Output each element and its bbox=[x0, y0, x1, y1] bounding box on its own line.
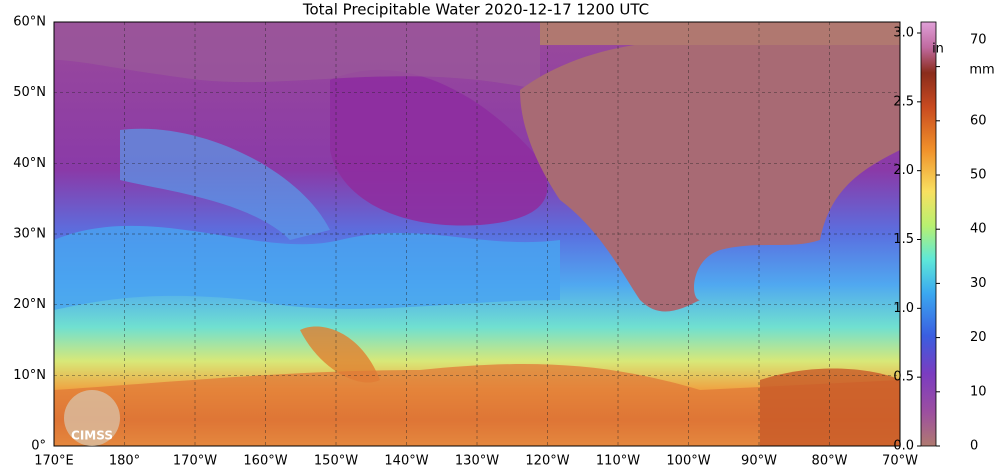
lat-label: 60°N bbox=[13, 15, 46, 30]
colorbar-mm-label: 70 bbox=[970, 33, 987, 48]
grid bbox=[54, 22, 900, 446]
colorbar-in-label: 1.5 bbox=[893, 232, 914, 247]
lon-label: 180° bbox=[109, 454, 140, 469]
colorbar-in-label: 3.0 bbox=[893, 26, 914, 41]
lon-label: 110°W bbox=[596, 454, 640, 469]
logo: CIMSS bbox=[64, 390, 120, 446]
colorbar-mm-label: 40 bbox=[970, 222, 987, 237]
lon-label: 150°W bbox=[314, 454, 358, 469]
colorbar-mm-label: 0 bbox=[970, 439, 978, 454]
colorbar-in-label: 2.0 bbox=[893, 163, 914, 178]
title: Total Precipitable Water 2020-12-17 1200… bbox=[302, 1, 649, 19]
lon-label: 130°W bbox=[455, 454, 499, 469]
lat-label: 40°N bbox=[13, 156, 46, 171]
colorbar-mm-label: 30 bbox=[970, 276, 987, 291]
colorbar bbox=[920, 21, 937, 447]
map-frame bbox=[53, 21, 901, 447]
lon-label: 90°W bbox=[741, 454, 777, 469]
lat-label: 10°N bbox=[13, 368, 46, 383]
lon-label: 80°W bbox=[812, 454, 848, 469]
colorbar-mm-label: 50 bbox=[970, 168, 987, 183]
colorbar-in-label: 0.0 bbox=[893, 439, 914, 454]
lon-label: 140°W bbox=[384, 454, 428, 469]
lat-label: 20°N bbox=[13, 297, 46, 312]
colorbar-mm-unit: mm bbox=[969, 63, 994, 78]
colorbar-in-unit: in bbox=[932, 42, 944, 57]
colorbar-mm-label: 10 bbox=[970, 384, 987, 399]
colorbar-mm-label: 60 bbox=[970, 113, 987, 128]
lat-label: 0° bbox=[31, 439, 46, 454]
map bbox=[54, 22, 900, 446]
lon-label: 170°E bbox=[34, 454, 74, 469]
colorbar-in-label: 0.5 bbox=[893, 370, 914, 385]
lon-label: 70°W bbox=[882, 454, 918, 469]
lat-label: 30°N bbox=[13, 227, 46, 242]
colorbar-mm-label: 20 bbox=[970, 330, 987, 345]
lon-label: 100°W bbox=[666, 454, 710, 469]
colorbar-in-label: 1.0 bbox=[893, 301, 914, 316]
lon-label: 160°W bbox=[243, 454, 287, 469]
lon-label: 170°W bbox=[173, 454, 217, 469]
colorbar-in-label: 2.5 bbox=[893, 94, 914, 109]
logo-text: CIMSS bbox=[71, 429, 113, 443]
lon-label: 120°W bbox=[525, 454, 569, 469]
lat-label: 50°N bbox=[13, 85, 46, 100]
